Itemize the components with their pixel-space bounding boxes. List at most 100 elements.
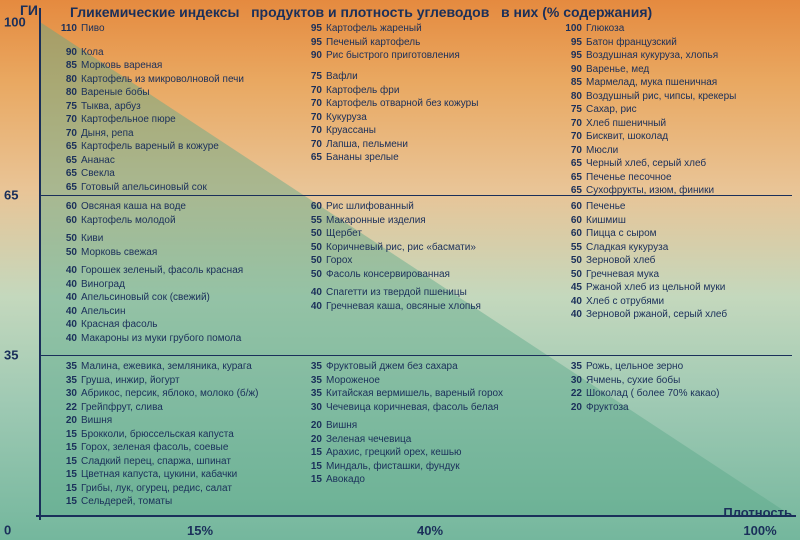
gi-value: 50 [300,227,322,241]
list-item: 15Миндаль, фисташки, фундук [300,460,503,474]
column: 35Рожь, цельное зерно30Ячмень, сухие боб… [560,360,719,414]
gi-value: 15 [55,441,77,455]
gi-value: 95 [560,36,582,50]
list-item: 35Мороженое [300,374,503,388]
column: 95Картофель жареный95Печеный картофель90… [300,22,478,165]
product-name: Сухофрукты, изюм, финики [586,184,714,198]
gi-value: 60 [300,200,322,214]
list-item: 70Картофель фри [300,84,478,98]
list-item: 15Арахис, грецкий орех, кешью [300,446,503,460]
product-name: Виноград [81,278,125,292]
product-name: Фруктовый джем без сахара [326,360,458,374]
list-item: 15Сельдерей, томаты [55,495,258,509]
gi-value: 95 [300,36,322,50]
gi-value: 95 [560,49,582,63]
gi-value: 40 [300,300,322,314]
gi-value: 35 [55,374,77,388]
product-name: Хлеб пшеничный [586,117,666,131]
list-item: 70Бисквит, шоколад [560,130,736,144]
product-name: Китайская вермишель, вареный горох [326,387,503,401]
gi-value: 15 [55,482,77,496]
gi-value: 70 [300,111,322,125]
product-name: Печенье песочное [586,171,672,185]
list-item: 40Красная фасоль [55,318,243,332]
list-item: 65Свекла [55,167,244,181]
product-name: Щербет [326,227,362,241]
gi-value: 90 [560,63,582,77]
gi-value: 35 [300,360,322,374]
product-name: Мороженое [326,374,380,388]
product-name: Лапша, пельмени [326,138,408,152]
gi-value: 70 [300,97,322,111]
list-item: 60 Рис шлифованный [300,200,481,214]
gi-value: 65 [55,140,77,154]
title-part-3: в них (% содержания) [501,4,652,20]
gi-value: 40 [560,295,582,309]
list-item: 80Вареные бобы [55,86,244,100]
product-name: Дыня, репа [81,127,134,141]
column: 35Малина, ежевика, земляника, курага35Гр… [55,360,258,509]
gi-value: 80 [55,86,77,100]
product-name: Горох, зеленая фасоль, соевые [81,441,228,455]
product-name: Сладкая кукуруза [586,241,668,255]
x-tick: 40% [417,523,443,538]
gi-value: 50 [560,254,582,268]
list-item: 55Макаронные изделия [300,214,481,228]
product-name: Рис шлифованный [326,200,414,214]
product-name: Вишня [326,419,357,433]
product-name: Батон французский [586,36,677,50]
product-name: Кишмиш [586,214,626,228]
product-name: Макароны из муки грубого помола [81,332,241,346]
gi-value: 15 [55,428,77,442]
title-part-2: продуктов и плотность углеводов [251,4,489,20]
list-item: 20Вишня [55,414,258,428]
list-item: 35 Китайская вермишель, вареный горох [300,387,503,401]
product-name: Рожь, цельное зерно [586,360,683,374]
gi-value: 65 [560,184,582,198]
list-item: 60Печенье [560,200,727,214]
gi-value: 60 [560,227,582,241]
list-item: 70Картофельное пюре [55,113,244,127]
product-name: Киви [81,232,103,246]
product-name: Чечевица коричневая, фасоль белая [326,401,499,415]
x-tick: 15% [187,523,213,538]
gi-value: 55 [300,214,322,228]
gi-value: 20 [300,419,322,433]
list-item: 70 Лапша, пельмени [300,138,478,152]
list-item: 55Сладкая кукуруза [560,241,727,255]
column: 60Овсяная каша на воде60Картофель молодо… [55,200,243,345]
gi-value: 40 [300,286,322,300]
gi-value: 50 [55,246,77,260]
list-item: 15 Горох, зеленая фасоль, соевые [55,441,258,455]
gi-value: 20 [300,433,322,447]
product-name: Картофель отварной без кожуры [326,97,478,111]
list-item: 90Кола [55,46,244,60]
gi-value: 35 [55,360,77,374]
gi-value: 65 [300,151,322,165]
list-item: 60Картофель молодой [55,214,243,228]
product-name: Вишня [81,414,112,428]
gi-value: 50 [560,268,582,282]
gi-value: 40 [55,332,77,346]
gi-value: 35 [300,387,322,401]
list-item: 50Гречневая мука [560,268,727,282]
product-name: Горох [326,254,352,268]
list-item: 40Апельсин [55,305,243,319]
list-item: 40Хлеб с отрубями [560,295,727,309]
gi-value: 40 [55,278,77,292]
list-item: 20 Вишня [300,419,503,433]
gi-value: 65 [560,171,582,185]
product-name: Черный хлеб, серый хлеб [586,157,706,171]
list-item: 60Кишмиш [560,214,727,228]
gi-value: 60 [560,200,582,214]
list-item: 40Зерновой ржаной, серый хлеб [560,308,727,322]
product-name: Зерновой хлеб [586,254,655,268]
gi-value: 70 [55,127,77,141]
gi-value: 15 [55,455,77,469]
list-item: 35Груша, инжир, йогурт [55,374,258,388]
gi-value: 20 [560,401,582,415]
list-item: 95 Батон французский [560,36,736,50]
gi-value: 100 [560,22,582,36]
gi-value: 70 [300,138,322,152]
list-item: 100Глюкоза [560,22,736,36]
